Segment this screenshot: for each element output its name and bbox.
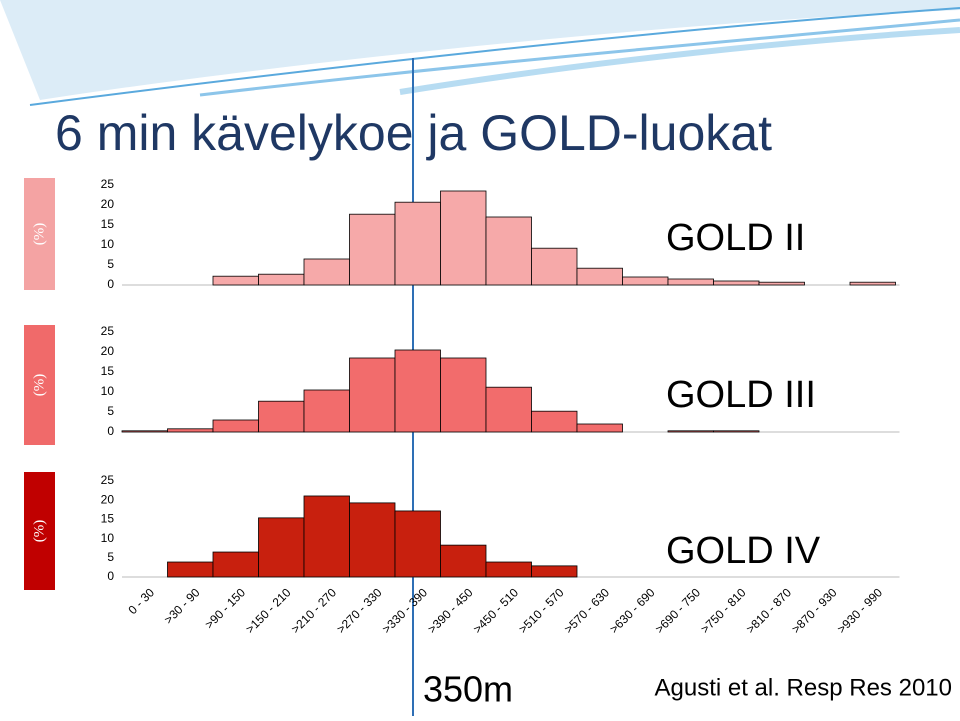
bar: [531, 410, 578, 433]
bar: [258, 400, 305, 433]
bar: [349, 357, 396, 433]
x-tick-label: >750 - 810: [698, 585, 749, 636]
bar: [303, 258, 350, 286]
bar: [212, 275, 259, 286]
bar: [212, 551, 259, 578]
ylabel-box: [24, 178, 55, 290]
bar: [849, 281, 896, 286]
bar: [258, 273, 305, 286]
x-tick-label: 0 - 30: [126, 585, 158, 617]
bar: [212, 419, 259, 433]
y-tick-label: 15: [101, 217, 115, 231]
bar: [394, 349, 441, 433]
bar: [167, 561, 214, 578]
bar: [485, 386, 532, 433]
bar: [758, 281, 805, 286]
x-tick-label: >810 - 870: [743, 585, 794, 636]
x-tick-label: >390 - 450: [425, 585, 476, 636]
y-tick-label: 20: [101, 197, 115, 211]
bar: [576, 267, 623, 286]
x-tick-label: >690 - 750: [652, 585, 703, 636]
bar: [440, 544, 487, 578]
bar: [667, 278, 714, 286]
bar: [349, 502, 396, 578]
y-tick-label: 25: [101, 324, 115, 338]
y-tick-label: 15: [101, 364, 115, 378]
x-tick-label: >210 - 270: [288, 585, 339, 636]
bar: [167, 428, 214, 433]
y-tick-label: 10: [101, 237, 115, 251]
bar: [713, 280, 760, 286]
bar: [713, 430, 760, 433]
bar: [667, 430, 714, 433]
bar: [258, 517, 305, 578]
citation: Agusti et al. Resp Res 2010: [654, 674, 952, 701]
y-axis-label: (%): [31, 520, 47, 543]
bar: [485, 561, 532, 578]
ylabel-box: [24, 325, 55, 445]
x-tick-label: >870 - 930: [789, 585, 840, 636]
decoration: [29, 7, 960, 106]
x-tick-label: >330 - 390: [379, 585, 430, 636]
bar: [531, 565, 578, 578]
y-tick-label: 5: [107, 257, 114, 271]
bar: [121, 430, 168, 433]
x-tick-label: >150 - 210: [243, 585, 294, 636]
y-tick-label: 15: [101, 512, 115, 526]
x-tick-label: >570 - 630: [561, 585, 612, 636]
bar: [394, 510, 441, 578]
y-tick-label: 10: [101, 531, 115, 545]
annotation: 350m: [423, 669, 513, 710]
bar: [349, 213, 396, 286]
x-tick-label: >930 - 990: [834, 585, 885, 636]
ylabel-box: [24, 472, 55, 590]
x-tick-label: >90 - 150: [202, 585, 248, 631]
panel-label: GOLD IV: [666, 530, 821, 572]
bar: [576, 423, 623, 433]
panel-label: GOLD II: [666, 217, 805, 259]
y-tick-label: 0: [107, 424, 114, 438]
x-tick-label: >270 - 330: [334, 585, 385, 636]
bar: [622, 276, 669, 286]
decoration: [399, 27, 960, 95]
panel-label: GOLD III: [666, 374, 816, 416]
x-tick-label: >510 - 570: [516, 585, 567, 636]
bar: [303, 495, 350, 578]
y-tick-label: 20: [101, 344, 115, 358]
y-tick-label: 5: [107, 550, 114, 564]
x-tick-label: >450 - 510: [470, 585, 521, 636]
bar: [440, 357, 487, 433]
charts: (%) 0 5 10 15 20 25 GOLD II (%) 0 5 10 15 20 25 GOLD II…: [24, 177, 900, 636]
bar: [531, 247, 578, 286]
bar: [303, 389, 350, 433]
y-tick-label: 25: [101, 177, 115, 191]
y-tick-label: 5: [107, 404, 114, 418]
bar: [394, 201, 441, 286]
x-tick-label: >30 - 90: [161, 585, 203, 627]
decoration: [199, 18, 960, 97]
decoration: [0, 0, 960, 100]
x-tick-label: >630 - 690: [607, 585, 658, 636]
y-tick-label: 0: [107, 277, 114, 291]
y-tick-label: 10: [101, 384, 115, 398]
y-tick-label: 25: [101, 473, 115, 487]
bar: [485, 216, 532, 286]
y-axis-label: (%): [31, 223, 47, 246]
y-tick-label: 20: [101, 492, 115, 506]
bar: [440, 190, 487, 286]
y-tick-label: 0: [107, 569, 114, 583]
y-axis-label: (%): [31, 374, 47, 397]
